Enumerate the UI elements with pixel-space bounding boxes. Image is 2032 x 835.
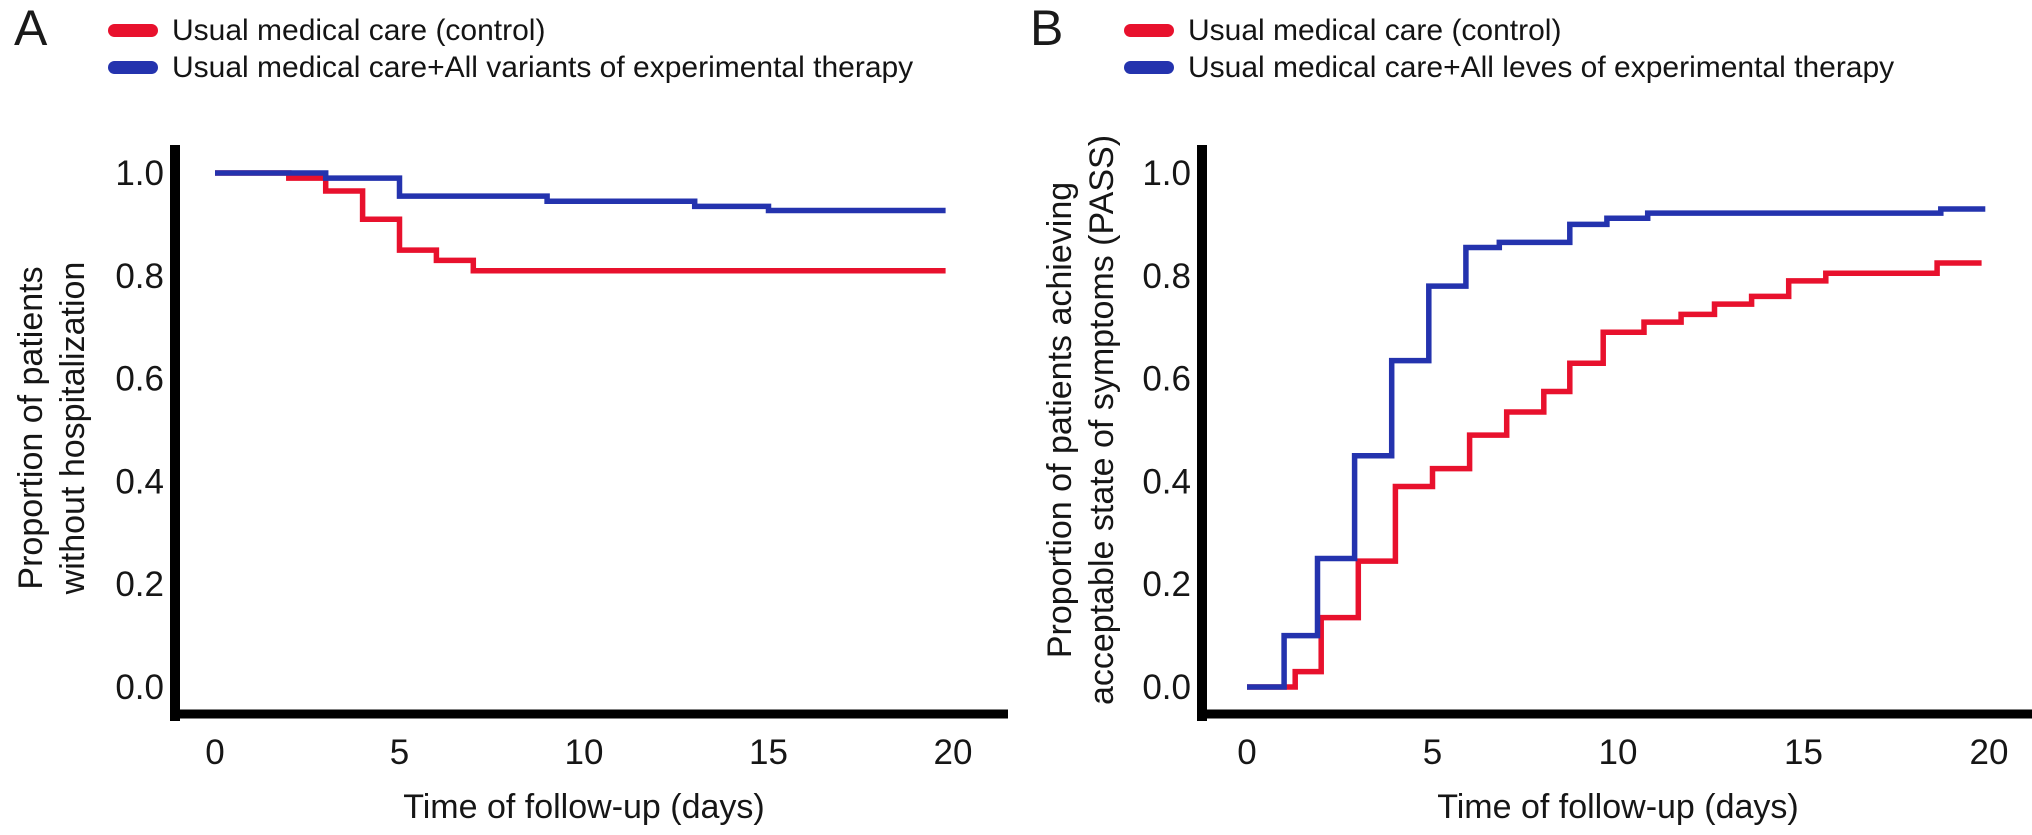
- legend-item-control: Usual medical care (control): [1124, 12, 1894, 49]
- panel-b-legend: Usual medical care (control) Usual medic…: [1124, 12, 1894, 86]
- legend-label-control: Usual medical care (control): [172, 13, 546, 47]
- y-tick-label: 0.6: [1142, 360, 1191, 399]
- y-tick-label: 0.8: [1142, 257, 1191, 296]
- panel-a-xlabel: Time of follow-up (days): [403, 788, 765, 826]
- x-tick-label: 20: [934, 733, 973, 772]
- y-tick-label: 0.8: [115, 257, 164, 296]
- y-tick-label: 0.0: [115, 668, 164, 707]
- y-tick-label: 0.2: [1142, 565, 1191, 604]
- legend-label-control: Usual medical care (control): [1188, 13, 1562, 47]
- panel-a-plot: Time of follow-up (days) Proportion of p…: [12, 145, 1008, 826]
- x-tick-label: 5: [390, 733, 409, 772]
- panel-a: A Usual medical care (control) Usual med…: [12, 0, 1008, 826]
- legend-item-experimental: Usual medical care+All leves of experime…: [1124, 49, 1894, 86]
- x-tick-label: 0: [205, 733, 224, 772]
- y-tick-label: 0.4: [1142, 462, 1191, 501]
- step-curve-experimental: [1247, 206, 1986, 690]
- panel-b-ylabel-line2: acceptable state of symptoms (PASS): [1083, 135, 1121, 705]
- y-tick-label: 0.4: [115, 462, 164, 501]
- legend-item-experimental: Usual medical care+All variants of exper…: [108, 49, 913, 86]
- panel-a-letter: A: [14, 0, 48, 56]
- x-tick-label: 10: [1599, 733, 1638, 772]
- step-curve-control: [1247, 260, 1982, 690]
- x-tick-label: 20: [1970, 733, 2009, 772]
- x-tick-label: 0: [1237, 733, 1256, 772]
- y-tick-label: 1.0: [115, 154, 164, 193]
- panel-a-ylabel-line1: Proportion of patients: [12, 266, 50, 589]
- legend-label-experimental: Usual medical care+All leves of experime…: [1188, 50, 1895, 84]
- panel-a-ylabel-line2: without hospitalization: [54, 262, 92, 596]
- red-line-swatch-icon: [1124, 24, 1174, 37]
- panel-b-ylabel-line1: Proportion of patients achieving: [1041, 182, 1079, 658]
- x-tick-label: 5: [1423, 733, 1442, 772]
- x-tick-label: 10: [565, 733, 604, 772]
- panel-b: B Usual medical care (control) Usual med…: [1016, 0, 2032, 835]
- step-curve-experimental: [215, 170, 946, 214]
- y-tick-label: 0.0: [1142, 668, 1191, 707]
- blue-line-swatch-icon: [108, 61, 158, 74]
- x-tick-label: 15: [749, 733, 788, 772]
- panel-b-letter: B: [1030, 0, 1064, 56]
- red-line-swatch-icon: [108, 24, 158, 37]
- y-tick-label: 1.0: [1142, 154, 1191, 193]
- legend-label-experimental: Usual medical care+All variants of exper…: [172, 50, 914, 84]
- x-tick-label: 15: [1784, 733, 1823, 772]
- panel-a-legend: Usual medical care (control) Usual medic…: [108, 12, 913, 86]
- blue-line-swatch-icon: [1124, 61, 1174, 74]
- legend-item-control: Usual medical care (control): [108, 12, 913, 49]
- step-curve-control: [215, 170, 946, 274]
- y-tick-label: 0.2: [115, 565, 164, 604]
- y-tick-label: 0.6: [115, 360, 164, 399]
- panel-b-plot: Time of follow-up (days) Proportion of p…: [1041, 135, 2032, 826]
- panel-b-xlabel: Time of follow-up (days): [1437, 788, 1799, 826]
